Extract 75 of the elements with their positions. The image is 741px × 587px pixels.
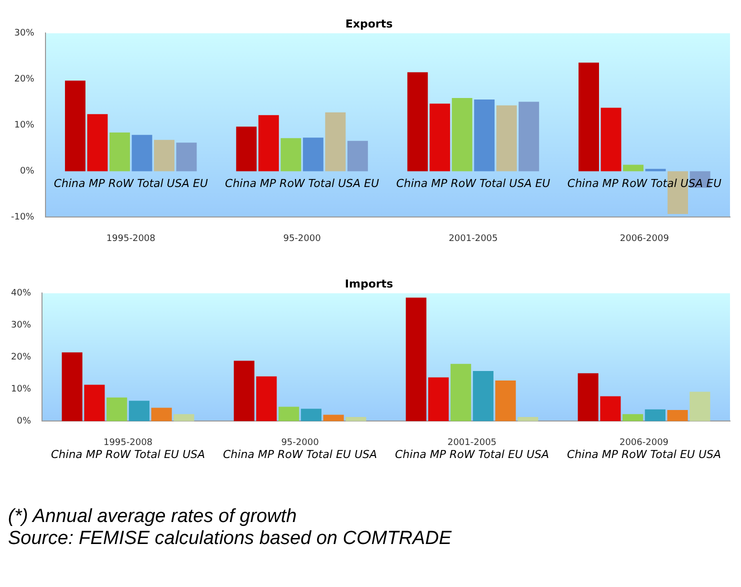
bar: [690, 392, 710, 422]
bar: [518, 417, 538, 422]
bar: [623, 164, 644, 172]
y-tick-label: 20%: [10, 352, 32, 363]
bar: [302, 138, 324, 172]
bar: [452, 98, 472, 172]
bar: [323, 414, 344, 422]
text: China MP RoW Total USA EU: [567, 177, 722, 190]
bar: [280, 138, 302, 172]
bar: [346, 417, 366, 422]
text: China MP RoW Total USA EU: [225, 177, 380, 190]
bar: [151, 408, 172, 422]
bar: [407, 72, 428, 172]
bar: [667, 410, 688, 422]
bar: [496, 105, 517, 172]
bar: [84, 384, 105, 422]
bar: [495, 380, 516, 422]
bar: [87, 114, 108, 172]
x-tick-label: 2001-2005: [448, 234, 498, 244]
bar: [600, 108, 622, 172]
text: China MP RoW Total USA EU: [396, 177, 550, 190]
x-tick-label: 1995-2008: [106, 234, 156, 244]
source-note: Source: FEMISE calculations based on COMTRADE: [8, 528, 453, 550]
bar: [109, 132, 130, 172]
y-tick-label: 30%: [10, 320, 32, 331]
bar: [278, 406, 300, 422]
x-tick-label: 2006-2009: [619, 438, 669, 448]
bar: [64, 80, 86, 172]
bar: [128, 400, 150, 422]
bar: [622, 414, 644, 422]
bar: [258, 115, 279, 172]
bar: [176, 142, 197, 172]
y-tick-label: 10%: [14, 120, 35, 131]
bar: [62, 352, 82, 422]
chart-title: Exports: [345, 17, 394, 30]
bar: [106, 398, 128, 422]
bar: [300, 408, 322, 422]
x-tick-label: 2001-2005: [447, 438, 497, 448]
bar: [347, 140, 368, 172]
y-tick-label: -10%: [10, 212, 35, 223]
bar: [600, 396, 621, 422]
y-tick-label: 10%: [10, 384, 32, 395]
y-tick-label: 30%: [14, 28, 35, 39]
y-tick-label: 20%: [14, 74, 35, 85]
bar: [132, 134, 152, 172]
bar: [236, 126, 257, 172]
bar: [474, 99, 495, 172]
text: China MP RoW Total EU USA: [394, 448, 550, 462]
bar: [406, 298, 426, 422]
x-tick-label: 1995-2008: [103, 438, 153, 448]
bar: [154, 140, 174, 172]
bar: [450, 364, 472, 422]
text: China MP RoW Total USA EU: [54, 177, 208, 190]
text: China MP RoW Total EU USA: [222, 448, 378, 462]
x-tick-label: 95-2000: [283, 234, 322, 244]
y-tick-label: 0%: [20, 166, 35, 177]
bar: [430, 104, 450, 172]
text: China MP RoW Total EU USA: [50, 448, 206, 462]
text: (*) Annual average rates of growth: [8, 506, 298, 528]
text: China MP RoW Total EU USA: [566, 448, 722, 462]
bar: [472, 370, 494, 422]
bar: [428, 377, 449, 422]
bar: [234, 360, 254, 422]
x-tick-label: 95-2000: [281, 438, 320, 448]
x-tick-label: 2006-2009: [620, 234, 670, 244]
bar: [325, 112, 346, 172]
chart-title: Imports: [344, 277, 394, 290]
bar: [578, 373, 598, 422]
y-tick-label: 40%: [10, 288, 32, 299]
bar: [174, 414, 194, 422]
y-tick-label: 0%: [16, 416, 32, 427]
bar: [578, 62, 600, 172]
bar: [644, 409, 666, 422]
bar: [518, 102, 540, 172]
bar: [256, 376, 277, 422]
